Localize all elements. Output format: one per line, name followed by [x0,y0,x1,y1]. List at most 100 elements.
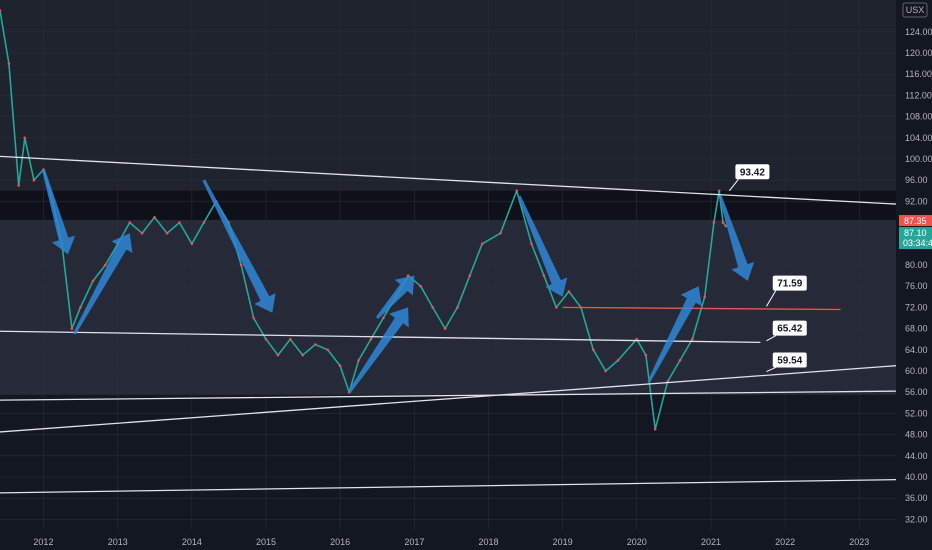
price-point [153,216,156,219]
price-point [456,306,459,309]
y-tick-label: 76.00 [905,281,928,291]
price-point [0,9,2,12]
price-point [724,224,728,228]
price-point [703,295,707,299]
price-point [314,343,317,346]
callout-label: 71.59 [777,279,802,290]
price-point [555,306,558,309]
price-point [369,337,373,341]
y-tick-label: 32.00 [905,514,928,524]
horizontal-level-line [562,306,841,311]
price-point [712,221,716,224]
y-tick-label: 56.00 [905,387,928,397]
price-point [32,178,36,182]
price-point [468,274,472,277]
x-tick-label: 2014 [182,537,202,547]
x-tick-label: 2020 [627,537,647,547]
price-point [165,231,169,235]
y-tick-label: 92.00 [905,196,928,206]
price-point [653,428,657,431]
y-tick-label: 116.00 [905,69,932,79]
trend-arrow [42,169,76,255]
price-point [301,353,305,357]
second-price-badge [899,227,932,250]
resistance-band [0,190,896,220]
price-point [604,369,607,373]
countdown-label: 03:34:41 [903,238,932,248]
y-tick-label: 60.00 [905,366,928,376]
ascending-support-line [0,365,897,433]
price-point [239,263,243,267]
price-line [0,10,727,431]
callout-pointer [766,290,777,307]
price-point [79,306,82,309]
x-tick-label: 2013 [108,537,128,547]
price-point [91,279,95,283]
price-point [178,221,181,224]
trend-arrow [202,179,276,313]
callout-box [772,352,807,368]
price-point [530,242,533,246]
y-tick-label: 64.00 [905,345,928,355]
x-tick-label: 2012 [33,537,53,547]
callout-label: 59.54 [777,355,802,366]
x-tick-label: 2015 [256,537,276,547]
y-tick-label: 44.00 [905,451,928,461]
price-point [326,348,330,352]
trend-arrow [73,233,133,335]
y-tick-label: 52.00 [905,408,928,418]
current-price-badge [899,215,932,227]
trend-arrow [718,195,755,281]
price-point [70,327,74,330]
price-point [644,353,648,357]
trend-arrow [375,275,415,319]
y-tick-label: 112.00 [905,90,932,100]
price-point [23,136,27,140]
y-tick-label: 48.00 [905,430,928,440]
price-point [480,242,484,246]
currency-label: USX [906,5,925,15]
price-point [104,263,107,267]
trend-arrow [647,286,702,383]
x-tick-label: 2022 [775,537,795,547]
y-tick-label: 104.00 [905,133,932,143]
callout-box [772,320,807,336]
currency-badge [902,2,928,18]
current-price-label: 87.35 [904,216,927,226]
y-tick-label: 108.00 [905,112,932,122]
price-point [252,316,255,320]
price-point [357,359,360,362]
callout-box [735,164,770,180]
price-point [717,189,721,193]
price-point [419,284,422,288]
horizontal-support-line [0,390,897,401]
price-point [567,290,571,293]
y-tick-label: 40.00 [905,472,928,482]
price-point [202,221,206,224]
price-point [338,364,342,368]
price-point [499,231,502,235]
price-point [289,337,292,341]
y-tick-label: 80.00 [905,260,928,270]
y-tick-label: 120.00 [905,48,932,58]
y-tick-label: 68.00 [905,324,928,334]
y-tick-label: 100.00 [905,154,932,164]
support-line-65 [0,330,761,344]
price-point [140,231,144,235]
y-tick-label: 96.00 [905,175,928,185]
y-tick-label: 36.00 [905,493,928,503]
x-tick-label: 2021 [701,537,721,547]
price-point [635,337,639,341]
price-point [542,274,546,277]
price-point [721,221,725,224]
price-point [678,359,682,362]
callout-pointer [766,335,776,342]
callout-pointer [728,178,739,192]
price-point [406,274,410,277]
descending-resistance-line [0,155,897,205]
callout-pointer [766,366,776,372]
y-tick-label: 124.00 [905,27,932,37]
x-tick-label: 2017 [404,537,424,547]
